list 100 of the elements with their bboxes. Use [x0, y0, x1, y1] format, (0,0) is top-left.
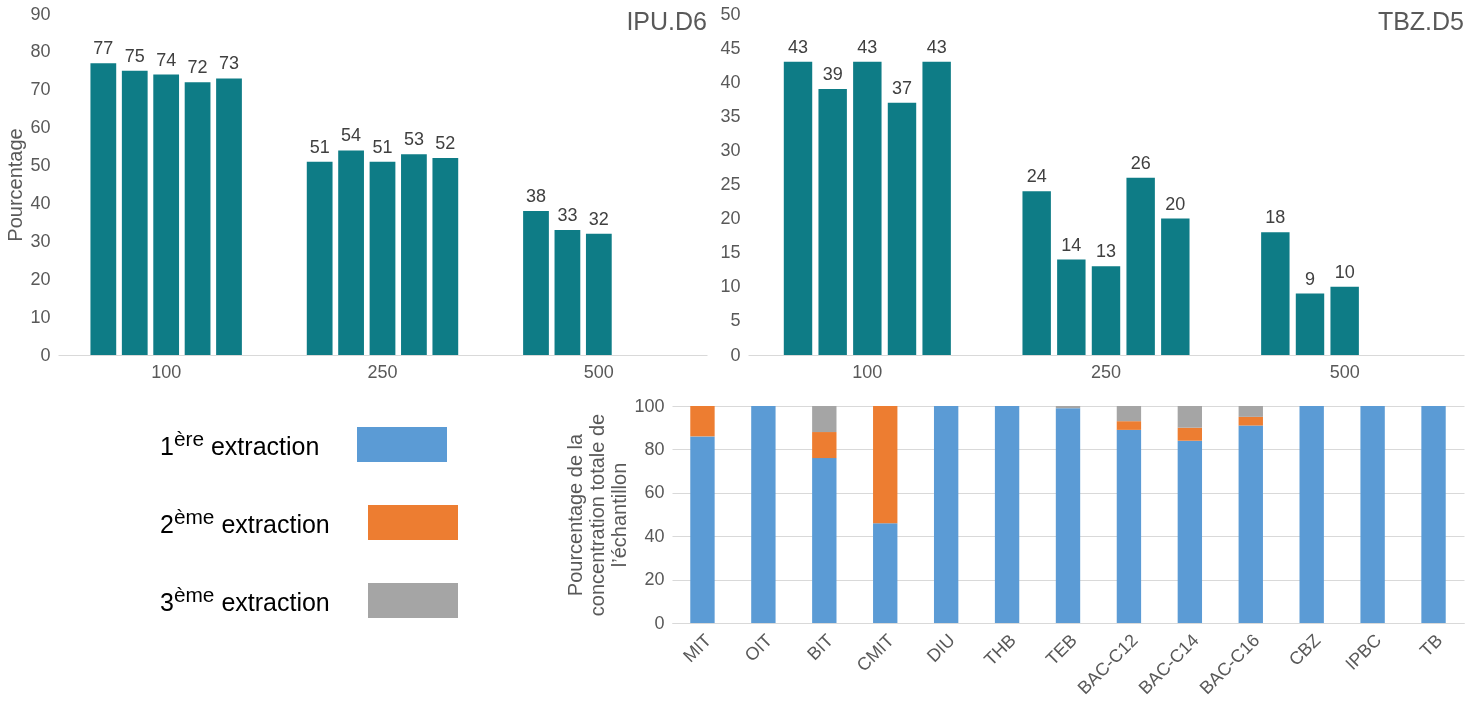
y-tick-label: 60 — [644, 482, 665, 503]
y-tick-label: 60 — [30, 117, 51, 138]
bar — [853, 61, 882, 355]
data-label: 20 — [1165, 193, 1186, 214]
y-tick-label: 50 — [30, 155, 51, 176]
y-tick-label: 100 — [634, 395, 665, 416]
bar — [783, 61, 813, 355]
bar — [873, 406, 898, 524]
x-tick-label: THB — [980, 630, 1020, 670]
y-tick-label: 15 — [720, 242, 741, 263]
bar — [1091, 266, 1121, 355]
y-tick-label: 50 — [720, 3, 741, 24]
data-label: 37 — [891, 77, 913, 98]
legend-label: 1$^{ère}$ extraction — [160, 426, 320, 462]
bar — [812, 458, 837, 623]
x-tick-label: MIT — [679, 630, 716, 667]
data-label: 18 — [1265, 207, 1286, 228]
y-tick-label: 40 — [720, 71, 741, 92]
bar — [338, 150, 364, 355]
bar — [1055, 406, 1081, 409]
data-label: 38 — [525, 186, 547, 207]
y-tick-label: 20 — [720, 208, 741, 229]
data-label: 52 — [435, 132, 456, 153]
bar — [812, 432, 837, 459]
data-label: 75 — [124, 45, 145, 66]
data-label: 53 — [403, 129, 424, 150]
chart-title: TBZ.D5 — [1377, 7, 1464, 35]
x-tick-label: 100 — [151, 361, 182, 382]
bar — [432, 157, 459, 355]
bar — [1022, 191, 1051, 355]
data-label: 51 — [372, 136, 393, 157]
y-tick-label: 40 — [30, 192, 51, 213]
y-tick-label: 40 — [644, 525, 665, 546]
bar — [1360, 406, 1385, 623]
data-label: 32 — [588, 208, 609, 229]
bar — [1330, 286, 1359, 355]
bar — [184, 82, 211, 355]
bar — [554, 229, 581, 355]
bar — [1116, 421, 1142, 430]
bar — [1177, 440, 1203, 623]
bar — [121, 70, 148, 355]
y-tick-label: 10 — [30, 306, 51, 327]
data-label: 43 — [926, 36, 947, 57]
bar — [887, 102, 917, 355]
x-tick-label: 500 — [1329, 361, 1360, 382]
bar — [1057, 259, 1086, 355]
bar — [1261, 232, 1290, 355]
bar — [818, 89, 847, 355]
y-tick-label: 70 — [30, 79, 51, 100]
bar — [523, 211, 549, 355]
bar — [1177, 427, 1203, 441]
x-tick-label: TEB — [1041, 630, 1081, 669]
y-tick-label: 0 — [654, 612, 665, 633]
bar — [1299, 406, 1324, 623]
data-label: 9 — [1305, 268, 1316, 289]
legend-label: 2$^{ème}$ extraction — [160, 504, 330, 540]
bar — [994, 406, 1020, 623]
data-label: 10 — [1334, 261, 1355, 282]
bar — [873, 523, 898, 623]
bar — [1126, 177, 1155, 355]
y-tick-label: 80 — [644, 438, 665, 459]
bar — [1177, 406, 1203, 428]
data-label: 14 — [1061, 234, 1082, 255]
y-tick-label: 80 — [30, 41, 51, 62]
bar — [812, 406, 837, 433]
x-tick-label: 500 — [583, 361, 614, 382]
bar — [1238, 425, 1263, 623]
data-label: 73 — [218, 53, 240, 74]
bar — [751, 406, 776, 623]
bar — [1055, 408, 1081, 623]
bar — [90, 63, 117, 355]
legend-label: 3$^{ème}$ extraction — [160, 582, 330, 618]
x-tick-label: BIT — [803, 630, 838, 665]
y-tick-label: 25 — [720, 174, 741, 194]
bar — [216, 78, 242, 355]
y-tick-label: 30 — [720, 139, 741, 160]
data-label: 43 — [857, 36, 878, 57]
data-label: 33 — [557, 204, 578, 225]
bar — [690, 406, 715, 437]
data-label: 43 — [788, 36, 809, 57]
x-tick-label: TB — [1415, 630, 1447, 661]
bar — [369, 161, 396, 355]
bar — [922, 61, 951, 355]
data-label: 72 — [187, 57, 208, 78]
y-axis-title: Pourcentage de la concentration totale de l’échantillon — [564, 413, 631, 617]
y-tick-label: 10 — [720, 276, 741, 297]
y-axis-title: Pourcentage — [4, 128, 27, 242]
data-label: 51 — [309, 136, 330, 157]
bar — [306, 161, 333, 355]
bar — [1161, 218, 1190, 355]
y-tick-label: 35 — [720, 105, 741, 126]
data-label: 26 — [1130, 152, 1151, 173]
bar — [1238, 406, 1263, 417]
chart-title: IPU.D6 — [626, 7, 707, 35]
bar — [401, 154, 427, 355]
data-label: 13 — [1095, 241, 1117, 262]
bar — [1295, 293, 1325, 355]
x-tick-label: DIU — [922, 630, 959, 667]
bar — [1238, 416, 1263, 426]
bar — [585, 233, 612, 355]
